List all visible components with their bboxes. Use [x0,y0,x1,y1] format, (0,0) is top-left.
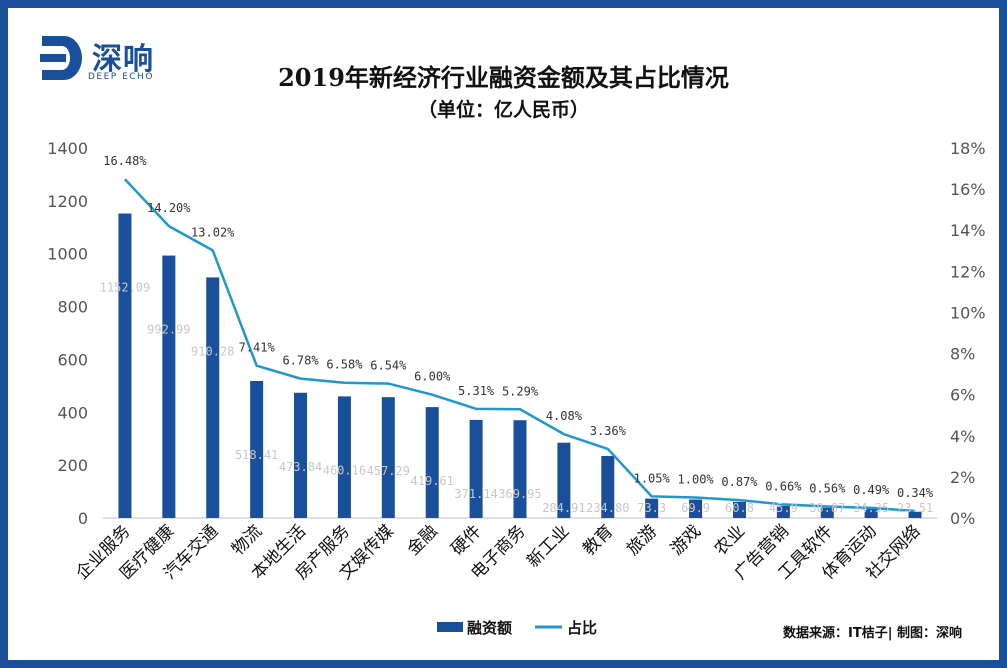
y-tick-label: 1400 [47,139,88,158]
bar [250,380,264,518]
bar-data-label: 45.9 [769,501,798,515]
line-data-label: 7.41% [239,341,276,355]
bar-data-label: 518.41 [235,448,278,462]
line-data-label: 6.78% [282,354,319,368]
y2-tick-label: 0% [950,509,975,528]
line-data-label: 5.29% [502,384,539,398]
bar-data-label: 69.9 [681,501,710,515]
x-tick-label: 游戏 [667,521,705,559]
line-data-label: 0.56% [809,481,846,495]
line-data-label: 13.02% [191,225,235,239]
data-source: 数据来源：IT桔子| 制图：深响 [783,626,962,641]
y-tick-label: 1000 [47,245,88,264]
bar-data-label: 457.29 [367,464,410,478]
x-tick-label: 硬件 [447,521,485,559]
legend-swatch-bar [437,622,463,632]
x-tick-label: 农业 [711,521,749,559]
bar [206,277,220,518]
bar [381,397,395,518]
bar-data-label: 1152.09 [100,281,151,295]
bar [294,392,308,518]
x-tick-label: 金融 [404,521,442,559]
line-data-label: 14.20% [147,201,191,215]
bar [820,507,834,518]
series-line [124,178,916,513]
bar [425,407,439,518]
bar-data-label: 234.80 [586,501,629,515]
line-data-label: 0.49% [853,483,890,497]
bar [864,508,878,518]
chart-title: 2019年新经济行业融资金额及其占比情况 [278,63,729,92]
x-tick-label: 教育 [579,521,617,559]
bar [601,455,615,518]
bar [689,499,703,518]
bar [645,498,659,518]
line-data-label: 6.00% [414,370,451,384]
bar-data-label: 369.95 [498,487,541,501]
bar [732,501,746,518]
bar-data-label: 60.8 [725,501,754,515]
bar-data-label: 371.14 [454,487,497,501]
y-tick-label: 1200 [47,192,88,211]
bar-data-label: 473.84 [279,460,322,474]
chart-subtitle: （单位：亿人民币） [417,99,589,121]
bar [162,255,176,518]
line-data-label: 0.34% [897,486,934,500]
bar-data-label: 73.3 [637,501,666,515]
y2-tick-label: 16% [950,180,986,199]
line-data-label: 1.00% [678,472,715,486]
y2-tick-label: 8% [950,345,975,364]
line-data-label: 5.31% [458,384,495,398]
line-data-label: 3.36% [590,424,627,438]
y-tick-label: 800 [57,298,88,317]
x-tick-label: 新工业 [523,521,573,571]
bar-data-label: 460.16 [323,463,366,477]
bar [557,442,571,518]
bar-data-label: 910.28 [191,344,234,358]
y-tick-label: 0 [78,509,88,528]
x-tick-label: 物流 [228,521,266,559]
y2-tick-label: 4% [950,427,975,446]
y2-tick-label: 12% [950,262,986,281]
y2-tick-label: 14% [950,221,986,240]
bar [337,396,351,518]
line-data-label: 6.54% [370,359,407,373]
bar [118,213,132,518]
y-tick-label: 400 [57,403,88,422]
logo-brand: 深响 [92,42,154,77]
bar [908,511,922,518]
bar-data-label: 992.99 [147,323,190,337]
legend-label-bar: 融资额 [467,619,512,637]
y2-tick-label: 10% [950,303,986,322]
line-data-label: 0.66% [765,479,802,493]
bar [513,420,527,518]
line-data-label: 4.08% [546,409,583,423]
bar-data-label: 284.91 [542,501,585,515]
y-tick-label: 600 [57,350,88,369]
bar [469,419,483,518]
deep-echo-logo-icon [40,36,82,80]
line-data-label: 6.58% [326,358,363,372]
y-tick-label: 200 [57,456,88,475]
x-tick-label: 旅游 [623,521,661,559]
bar-data-label: 34.35 [853,501,889,515]
bar-data-label: 23.51 [897,501,933,515]
bar [776,505,790,518]
y2-tick-label: 2% [950,468,975,487]
line-data-label: 0.87% [721,475,758,489]
bar-data-label: 419.61 [411,474,454,488]
legend-label-line: 占比 [567,619,597,637]
line-data-label: 16.48% [103,154,147,168]
line-data-label: 1.05% [634,471,671,485]
y2-tick-label: 18% [950,139,986,158]
logo-subtitle: DEEP ECHO [88,72,154,82]
bar-data-label: 38.87 [809,501,845,515]
y2-tick-label: 6% [950,386,975,405]
